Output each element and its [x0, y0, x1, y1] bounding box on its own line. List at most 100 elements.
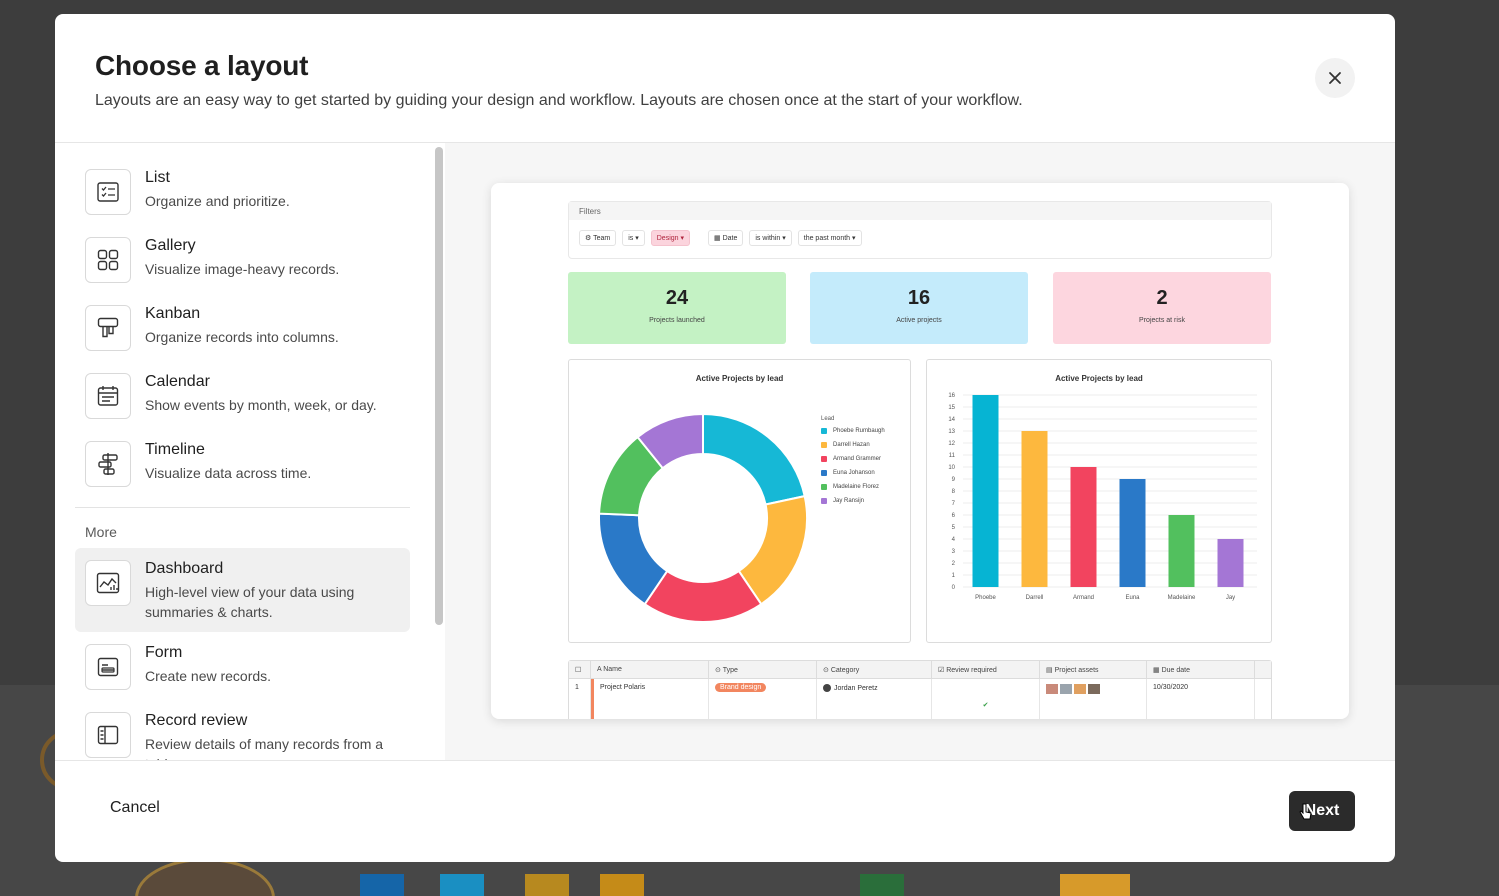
- stat-label: Projects launched: [649, 317, 705, 324]
- y-tick-label: 9: [952, 477, 956, 483]
- donut-chart: [598, 412, 808, 623]
- y-tick-label: 11: [949, 453, 956, 459]
- x-tick-label: Euna: [1125, 595, 1140, 601]
- chart-title: Active Projects by lead: [695, 374, 784, 383]
- list-icon: [85, 169, 131, 215]
- bar: [1217, 539, 1244, 587]
- layout-option-timeline[interactable]: Timeline Visualize data across time.: [75, 429, 410, 497]
- legend-swatch: [821, 484, 827, 490]
- sidebar-scrollbar[interactable]: [435, 147, 443, 625]
- backdrop-bar: [360, 874, 404, 896]
- layout-description: Visualize data across time.: [145, 465, 312, 481]
- layout-title: Calendar: [145, 373, 210, 390]
- layout-title: Timeline: [145, 441, 205, 458]
- filter-chip: is within ▾: [749, 230, 792, 246]
- layout-description: Create new records.: [145, 668, 272, 684]
- layout-option-kanban[interactable]: Kanban Organize records into columns.: [75, 293, 410, 361]
- legend-swatch: [821, 428, 827, 434]
- donut-slice: [702, 412, 806, 506]
- y-tick-label: 5: [952, 525, 956, 531]
- y-tick-label: 15: [948, 405, 955, 411]
- header-type[interactable]: ⊙ Type: [709, 661, 817, 678]
- y-tick-label: 6: [952, 513, 956, 519]
- header-review-required[interactable]: ☑ Review required: [932, 661, 1040, 678]
- header-category[interactable]: ⊙ Category: [817, 661, 932, 678]
- y-tick-label: 2: [952, 561, 956, 567]
- legend-item: Darrell Hazan: [821, 442, 885, 448]
- kanban-icon: [85, 305, 131, 351]
- y-tick-label: 3: [952, 549, 956, 555]
- row-index: 1: [569, 679, 591, 719]
- modal-footer: Cancel Next: [55, 760, 1395, 862]
- layout-description: Organize records into columns.: [145, 329, 339, 345]
- records-table: ☐ A Name ⊙ Type ⊙ Category ☑ Review requ…: [568, 660, 1272, 719]
- timeline-icon: [85, 441, 131, 487]
- layout-description: Review details of many records from a ta…: [145, 736, 384, 760]
- row-name: Project Polaris: [591, 679, 709, 719]
- cancel-button[interactable]: Cancel: [110, 799, 160, 816]
- stat-value: 16: [907, 287, 931, 309]
- close-button[interactable]: [1315, 58, 1355, 98]
- table-row[interactable]: 1 Project Polaris Brand design Jordan Pe…: [569, 679, 1271, 719]
- header-name[interactable]: A Name: [591, 661, 709, 678]
- y-tick-label: 1: [952, 573, 956, 579]
- layout-title: Kanban: [145, 305, 201, 322]
- backdrop-bar: [1060, 874, 1130, 896]
- layout-option-dashboard[interactable]: Dashboard High-level view of your data u…: [75, 548, 410, 632]
- y-tick-label: 7: [952, 501, 956, 507]
- y-tick-label: 13: [948, 429, 955, 435]
- layout-option-calendar[interactable]: Calendar Show events by month, week, or …: [75, 361, 410, 429]
- donut-slice: [636, 412, 704, 470]
- dashboard-preview-card: Filters ⚙ Team is ▾ Design ▾ ▦ Date is w…: [491, 183, 1349, 719]
- legend-label: Madelaine Florez: [833, 484, 880, 490]
- backdrop-bar: [600, 874, 644, 896]
- legend-swatch: [821, 442, 827, 448]
- bar: [1070, 467, 1097, 587]
- modal-title: Choose a layout: [95, 50, 309, 81]
- header-project-assets[interactable]: ▤ Project assets: [1040, 661, 1147, 678]
- layout-option-gallery[interactable]: Gallery Visualize image-heavy records.: [75, 225, 410, 293]
- x-tick-label: Phoebe: [975, 595, 996, 601]
- layout-title: List: [145, 169, 170, 186]
- donut-chart-panel: Active Projects by lead Lead Phoebe Rumb…: [568, 359, 911, 643]
- next-button[interactable]: Next: [1289, 791, 1355, 831]
- y-tick-label: 12: [948, 441, 955, 447]
- header-checkbox[interactable]: ☐: [569, 661, 591, 678]
- filter-chip: the past month ▾: [797, 230, 862, 246]
- layout-title: Form: [145, 644, 183, 661]
- layout-sidebar: List Organize and prioritize. Gallery Vi…: [55, 143, 445, 760]
- backdrop-bar: [525, 874, 569, 896]
- filters-panel: Filters ⚙ Team is ▾ Design ▾ ▦ Date is w…: [568, 201, 1272, 259]
- type-pill: Brand design: [715, 683, 767, 692]
- legend-swatch: [821, 456, 827, 462]
- bar: [1168, 515, 1195, 587]
- bar: [972, 395, 999, 587]
- legend-item: Phoebe Rumbaugh: [821, 428, 885, 434]
- filter-chip: ▦ Date: [708, 230, 744, 246]
- stat-value: 2: [1156, 287, 1168, 309]
- layout-option-form[interactable]: Form Create new records.: [75, 632, 410, 700]
- pointer-cursor-icon: [1299, 803, 1312, 820]
- close-icon: [1329, 72, 1341, 84]
- filter-chip: is ▾: [622, 230, 645, 246]
- y-tick-label: 8: [952, 489, 956, 495]
- stat-label: Active projects: [896, 317, 942, 324]
- backdrop-bar: [440, 874, 484, 896]
- bar: [1119, 479, 1146, 587]
- x-tick-label: Madelaine: [1168, 595, 1196, 601]
- modal-header: Choose a layout Layouts are an easy way …: [55, 14, 1395, 143]
- calendar-icon: [85, 373, 131, 419]
- avatar: [823, 684, 831, 692]
- layout-option-list[interactable]: List Organize and prioritize.: [75, 157, 410, 225]
- y-tick-label: 4: [952, 537, 956, 543]
- stat-card-active: 16 Active projects: [810, 272, 1028, 344]
- y-tick-label: 0: [952, 585, 956, 591]
- header-due-date[interactable]: ▦ Due date: [1147, 661, 1255, 678]
- backdrop-bar: [860, 874, 904, 896]
- legend-label: Armand Grammer: [833, 456, 882, 462]
- x-tick-label: Jay: [1226, 595, 1235, 601]
- layout-option-record-review[interactable]: Record review Review details of many rec…: [75, 700, 410, 760]
- row-due-date: 10/30/2020: [1147, 679, 1255, 719]
- row-category: Jordan Peretz: [817, 679, 932, 719]
